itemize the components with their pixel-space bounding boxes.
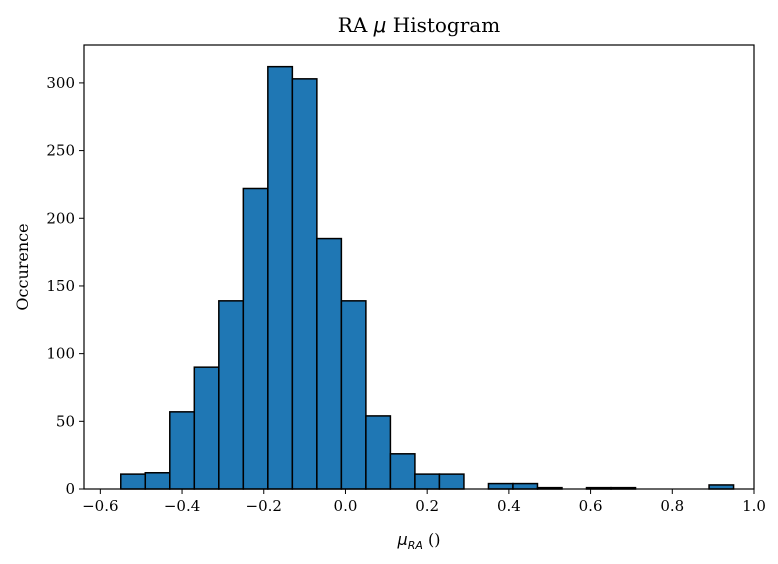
- plot-frame: [83, 44, 755, 490]
- y-tick-label: 50: [56, 412, 75, 430]
- y-axis-ticks: 0 50 100 150 200 250 300: [46, 74, 84, 498]
- histogram-bar: [487, 482, 514, 490]
- histogram-bar: [365, 415, 392, 490]
- histogram-bar: [316, 237, 343, 490]
- x-tick-label: 0.6: [579, 497, 603, 515]
- y-tick-label: 100: [46, 345, 75, 363]
- x-tick-label: 0.2: [415, 497, 439, 515]
- histogram-bar: [414, 473, 441, 490]
- x-tick-label: 0.4: [497, 497, 521, 515]
- chart-title: RA μ Histogram: [338, 13, 500, 37]
- histogram-bar: [169, 411, 196, 490]
- y-tick-label: 300: [46, 74, 75, 92]
- x-axis-ticks: −0.6 −0.4 −0.2 0.0 0.2 0.4 0.6 0.8 1.0: [82, 489, 766, 515]
- x-tick-label: −0.6: [82, 497, 118, 515]
- histogram-bar: [389, 453, 416, 490]
- x-tick-label: −0.2: [246, 497, 282, 515]
- histogram-bar: [193, 366, 220, 490]
- histogram-bar: [438, 473, 465, 490]
- x-tick-label: 0.8: [660, 497, 684, 515]
- x-tick-label: 1.0: [742, 497, 766, 515]
- histogram-bar: [144, 472, 171, 490]
- histogram-bar: [267, 65, 294, 490]
- x-axis-label: μRA (): [397, 530, 441, 552]
- x-tick-label: 0.0: [334, 497, 358, 515]
- y-tick-label: 150: [46, 277, 75, 295]
- bars: [120, 65, 735, 490]
- histogram-bar: [708, 484, 735, 490]
- histogram-bar: [218, 300, 245, 490]
- histogram-bar: [291, 78, 318, 490]
- y-tick-label: 200: [46, 209, 75, 227]
- y-tick-label: 250: [46, 142, 75, 160]
- histogram-bar: [512, 482, 539, 490]
- histogram-bar: [340, 300, 367, 490]
- y-tick-label: 0: [65, 480, 75, 498]
- y-axis-label: Occurence: [13, 223, 32, 310]
- x-tick-label: −0.4: [164, 497, 200, 515]
- histogram-bar: [242, 187, 269, 490]
- histogram-bar: [120, 473, 147, 490]
